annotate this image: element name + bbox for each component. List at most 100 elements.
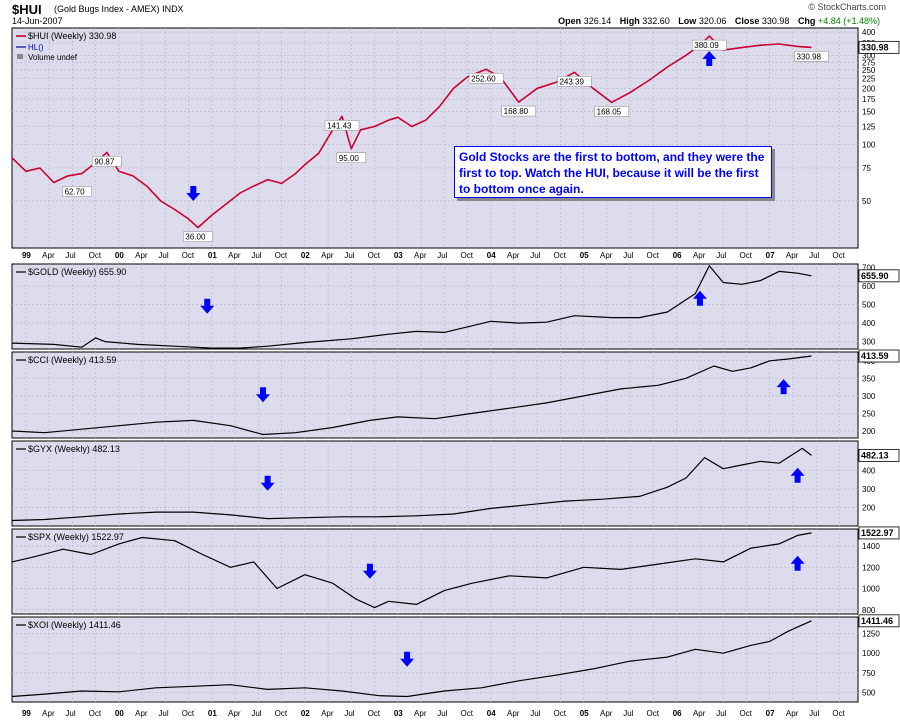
price-label-box <box>62 186 92 197</box>
price-label-box <box>501 105 536 117</box>
x-tick-label: Oct <box>275 251 288 260</box>
y-tick-label: 225 <box>862 75 876 84</box>
last-value-label: 482.13 <box>861 450 889 460</box>
legend-swatch <box>17 54 23 59</box>
high-value: 332.60 <box>642 16 670 26</box>
x-tick-label: Apr <box>414 709 427 718</box>
y-tick-label: 50 <box>862 197 871 206</box>
x-tick-label: Oct <box>554 709 567 718</box>
last-value-label: 1411.46 <box>861 616 893 626</box>
price-label-box <box>324 120 360 131</box>
price-label: 141.43 <box>327 121 352 130</box>
up-arrow-marker <box>702 51 717 66</box>
x-tick-label: Oct <box>182 709 195 718</box>
x-tick-label: 00 <box>115 251 124 260</box>
x-tick-label: Jul <box>437 251 447 260</box>
x-tick-label: Apr <box>42 709 55 718</box>
quote-summary: Open 326.14 High 332.60 Low 320.06 Close… <box>558 16 880 26</box>
open-value: 326.14 <box>583 16 612 26</box>
x-tick-label: Apr <box>507 709 520 718</box>
panel-background <box>11 351 859 439</box>
panel-3: 200 300 400 482.13 $GYX (Weekly) 482.13 <box>11 440 900 527</box>
x-tick-label: 03 <box>394 709 403 718</box>
y-tick-label: 400 <box>862 319 876 328</box>
x-tick-label: Oct <box>832 709 845 718</box>
price-label-box <box>557 76 592 87</box>
x-tick-label: Jul <box>437 709 447 718</box>
x-tick-label: Apr <box>135 251 148 260</box>
x-tick-label: Jul <box>344 251 354 260</box>
x-tick-label: Apr <box>600 709 613 718</box>
price-label: 243.39 <box>559 77 584 86</box>
x-tick-label: Apr <box>414 251 427 260</box>
x-tick-label: Jul <box>530 251 540 260</box>
legend-entry: HL() <box>28 43 44 52</box>
series-line <box>11 532 812 609</box>
y-tick-label: 200 <box>862 84 876 93</box>
price-label: 252.60 <box>471 74 496 83</box>
x-tick-label: Jul <box>716 251 726 260</box>
series-line <box>11 447 812 522</box>
y-tick-label: 1400 <box>862 542 880 551</box>
index-name: (Gold Bugs Index - AMEX) INDX <box>54 4 184 14</box>
x-tick-label: Oct <box>646 709 659 718</box>
chart-header: $HUI (Gold Bugs Index - AMEX) INDX 14-Ju… <box>0 0 900 28</box>
y-tick-label: 300 <box>862 485 876 494</box>
series-line <box>11 265 812 349</box>
x-tick-label: Oct <box>368 251 381 260</box>
panel-background <box>11 27 859 249</box>
last-value-box <box>858 526 900 540</box>
close-value: 330.98 <box>761 16 790 26</box>
x-tick-label: Apr <box>786 709 799 718</box>
y-tick-label: 400 <box>862 467 876 476</box>
price-label-box <box>92 156 122 167</box>
x-tick-label: Oct <box>275 709 288 718</box>
last-value-label: 1522.97 <box>861 528 894 538</box>
x-tick-label: Apr <box>42 251 55 260</box>
x-tick-label: 05 <box>580 251 589 260</box>
last-value-box <box>858 614 900 628</box>
x-tick-label: 04 <box>487 251 496 260</box>
x-tick-label: 02 <box>301 709 310 718</box>
panel-title: $CCI (Weekly) 413.59 <box>28 355 116 365</box>
chg-value: +4.84 (+1.48%) <box>817 16 880 26</box>
x-tick-label: Oct <box>739 709 752 718</box>
panel-title: $SPX (Weekly) 1522.97 <box>28 532 124 542</box>
price-label-box <box>336 152 367 164</box>
panel-title: $XOI (Weekly) 1411.46 <box>28 620 121 630</box>
x-tick-label: Apr <box>321 251 334 260</box>
price-label-box <box>468 73 504 84</box>
y-tick-label: 250 <box>862 66 876 75</box>
y-tick-label: 1000 <box>862 585 880 594</box>
chg-label: Chg <box>797 16 816 26</box>
exchange-label: INDX <box>162 4 184 14</box>
last-value-box <box>858 448 900 462</box>
y-tick-label: 350 <box>862 374 876 383</box>
panel-background <box>11 263 859 350</box>
x-tick-label: Oct <box>461 709 474 718</box>
y-tick-label: 400 <box>862 28 876 37</box>
down-arrow-marker <box>200 298 215 314</box>
x-tick-label: Apr <box>507 251 520 260</box>
y-tick-label: 700 <box>862 264 876 273</box>
x-tick-label: Jul <box>809 709 819 718</box>
y-tick-label: 800 <box>862 606 876 615</box>
down-arrow-marker <box>256 387 271 403</box>
x-tick-label: 00 <box>115 709 124 718</box>
price-label: 168.05 <box>597 107 622 116</box>
down-arrow-marker <box>186 186 201 201</box>
down-arrow-marker <box>362 563 377 579</box>
last-value-box <box>858 349 900 363</box>
up-arrow-marker <box>692 290 707 306</box>
y-tick-label: 750 <box>862 669 876 678</box>
y-tick-label: 300 <box>862 338 876 347</box>
x-tick-label: 07 <box>766 251 775 260</box>
y-tick-label: 100 <box>862 141 876 150</box>
panel-title: $GOLD (Weekly) 655.90 <box>28 267 126 277</box>
chart-date: 14-Jun-2007 <box>12 16 63 26</box>
x-tick-label: 01 <box>208 709 217 718</box>
y-tick-label: 275 <box>862 58 876 67</box>
y-tick-label: 75 <box>862 164 871 173</box>
x-tick-label: Oct <box>554 251 567 260</box>
